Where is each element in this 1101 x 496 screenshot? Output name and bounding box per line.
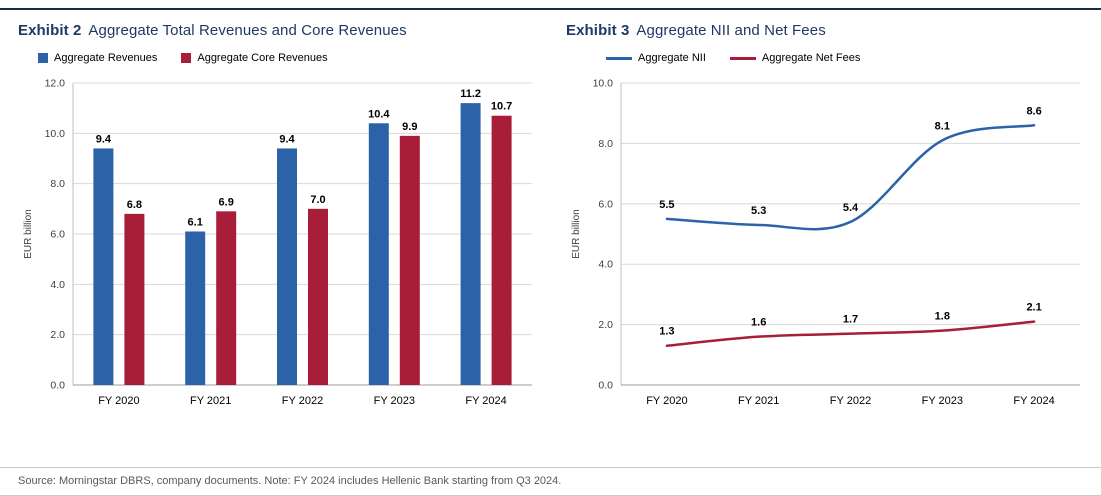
svg-text:5.5: 5.5: [659, 199, 674, 211]
svg-text:FY 2021: FY 2021: [190, 395, 231, 407]
exhibit-2-title: Exhibit 2 Aggregate Total Revenues and Co…: [18, 22, 542, 39]
svg-text:FY 2023: FY 2023: [922, 395, 963, 407]
svg-text:9.9: 9.9: [402, 121, 417, 133]
svg-text:11.2: 11.2: [460, 88, 481, 100]
legend-label: Aggregate Revenues: [54, 52, 158, 64]
svg-text:FY 2020: FY 2020: [646, 395, 687, 407]
svg-text:8.6: 8.6: [1026, 105, 1041, 117]
svg-text:FY 2020: FY 2020: [98, 395, 139, 407]
svg-text:7.0: 7.0: [310, 194, 325, 206]
svg-text:FY 2022: FY 2022: [830, 395, 871, 407]
svg-text:12.0: 12.0: [45, 78, 66, 90]
charts-row: Exhibit 2 Aggregate Total Revenues and Co…: [0, 10, 1101, 423]
source-note: Source: Morningstar DBRS, company docume…: [0, 468, 1101, 496]
top-divider: [0, 8, 1101, 10]
exhibit-2-block: Exhibit 2 Aggregate Total Revenues and Co…: [18, 22, 542, 423]
svg-text:8.0: 8.0: [598, 138, 613, 150]
exhibit-3-block: Exhibit 3 Aggregate NII and Net Fees Aggr…: [566, 22, 1090, 423]
revenues-bar-chart: 0.0 2.0 4.0 6.0 8.0 10.0 12.0 EUR billion FY 202…: [23, 78, 532, 407]
svg-text:9.4: 9.4: [96, 133, 112, 145]
red-square-swatch-icon: [181, 53, 192, 63]
exhibit-3-label: Exhibit 3: [566, 22, 630, 39]
svg-text:5.4: 5.4: [843, 202, 859, 214]
nii-net-fees-line-chart: 0.0 2.0 4.0 6.0 8.0 10.0 EUR billion FY 2020 FY …: [571, 78, 1080, 407]
blue-line-swatch-icon: [606, 56, 632, 60]
exhibit-3-title-text: Aggregate NII and Net Fees: [636, 22, 826, 39]
svg-text:2.1: 2.1: [1026, 302, 1041, 314]
svg-text:FY 2024: FY 2024: [1013, 395, 1054, 407]
svg-text:1.3: 1.3: [659, 326, 674, 338]
svg-text:EUR billion: EUR billion: [571, 209, 582, 258]
svg-text:8.1: 8.1: [935, 120, 950, 132]
svg-text:10.4: 10.4: [368, 108, 390, 120]
exhibit-2-legend: Aggregate Revenues Aggregate Core Revenu…: [38, 52, 542, 64]
legend-label: Aggregate Net Fees: [761, 52, 861, 64]
svg-text:9.4: 9.4: [279, 133, 295, 145]
svg-text:5.3: 5.3: [751, 205, 766, 217]
svg-text:1.7: 1.7: [843, 314, 858, 326]
svg-text:FY 2024: FY 2024: [465, 395, 506, 407]
red-line-swatch-icon: [729, 56, 756, 60]
report-page: Exhibit 2 Aggregate Total Revenues and Co…: [0, 8, 1101, 496]
exhibit-2-label: Exhibit 2: [18, 22, 82, 39]
svg-text:FY 2023: FY 2023: [374, 395, 415, 407]
legend-item-aggregate-core-revenues: Aggregate Core Revenues: [181, 52, 328, 64]
svg-text:10.7: 10.7: [491, 101, 512, 113]
exhibit-3-title: Exhibit 3 Aggregate NII and Net Fees: [566, 22, 1090, 39]
svg-text:6.1: 6.1: [188, 216, 203, 228]
footer-divider: [0, 467, 1101, 468]
legend-label: Aggregate Core Revenues: [197, 52, 328, 64]
svg-text:0.0: 0.0: [50, 380, 65, 392]
svg-text:6.0: 6.0: [598, 198, 613, 210]
svg-text:1.8: 1.8: [935, 311, 950, 323]
exhibit-2-title-text: Aggregate Total Revenues and Core Revenu…: [88, 22, 407, 39]
svg-text:10.0: 10.0: [45, 128, 66, 140]
svg-text:2.0: 2.0: [50, 329, 65, 341]
svg-text:1.6: 1.6: [751, 317, 766, 329]
legend-label: Aggregate NII: [638, 52, 706, 64]
svg-text:6.9: 6.9: [219, 196, 234, 208]
svg-text:0.0: 0.0: [598, 380, 613, 392]
svg-text:6.0: 6.0: [50, 229, 65, 241]
blue-square-swatch-icon: [38, 53, 48, 63]
svg-text:8.0: 8.0: [50, 178, 65, 190]
legend-item-aggregate-net-fees: Aggregate Net Fees: [729, 52, 861, 64]
page-footer: Source: Morningstar DBRS, company docume…: [0, 467, 1101, 496]
svg-text:6.8: 6.8: [127, 199, 142, 211]
exhibit-3-legend: Aggregate NII Aggregate Net Fees: [606, 52, 1090, 64]
svg-text:FY 2021: FY 2021: [738, 395, 779, 407]
svg-text:FY 2022: FY 2022: [282, 395, 323, 407]
legend-item-aggregate-nii: Aggregate NII: [606, 52, 706, 64]
svg-text:4.0: 4.0: [598, 259, 613, 271]
legend-item-aggregate-revenues: Aggregate Revenues: [38, 52, 157, 64]
svg-text:2.0: 2.0: [598, 319, 613, 331]
svg-text:4.0: 4.0: [50, 279, 65, 291]
svg-text:10.0: 10.0: [593, 78, 614, 90]
svg-text:EUR billion: EUR billion: [23, 209, 34, 258]
